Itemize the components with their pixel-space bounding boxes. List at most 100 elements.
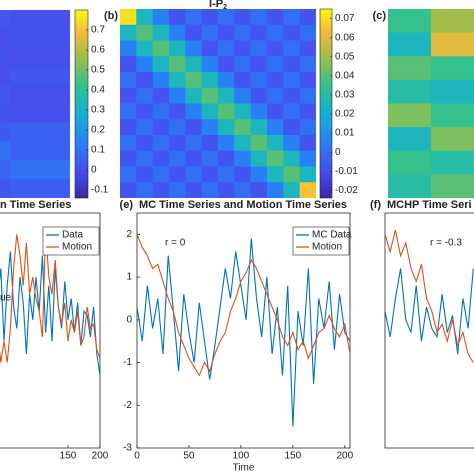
heatmap-cell (388, 150, 432, 175)
heatmap-cell (120, 150, 137, 167)
heatmap-cell (136, 40, 154, 57)
heatmap-cell (234, 72, 252, 89)
heatmap-cell (120, 182, 137, 198)
title-text: I-P (209, 0, 223, 10)
heatmap-cell (218, 87, 235, 104)
heatmap-cell (169, 182, 186, 198)
heatmap-cell (136, 166, 154, 183)
heatmap-cell (218, 24, 235, 41)
colorbar-tick-label: 0.03 (335, 90, 355, 101)
heatmap-cell (234, 150, 252, 167)
heatmap-cell (250, 87, 268, 104)
heatmap-cell (299, 40, 316, 57)
heatmap-cell (152, 9, 170, 26)
heatmap-cell (283, 182, 301, 198)
heatmap-cell (388, 32, 432, 57)
heatmap-cell (0, 10, 11, 30)
heatmap-cell (152, 24, 170, 41)
legend-label: Motion (62, 242, 92, 253)
heatmap-cell (250, 119, 268, 136)
heatmap-cell (201, 119, 219, 136)
heatmap-cell (0, 122, 11, 143)
heatmap-cell (0, 160, 11, 180)
heatmap-cell (136, 72, 154, 89)
heatmap-cell (218, 103, 235, 120)
heatmap-cell (185, 9, 203, 26)
heatmap-cell (431, 127, 474, 152)
heatmap-cell (185, 103, 203, 120)
heatmap-cell (283, 150, 301, 167)
plot-area (136, 212, 351, 449)
x-tick-label: 0 (134, 451, 140, 462)
heatmap-cell (120, 40, 137, 57)
legend-label: MC Data (312, 230, 352, 241)
colorbar-tick-label: 0.5 (91, 65, 105, 76)
colorbar-tick-label: 0.6 (91, 45, 105, 56)
heatmap-cell (250, 103, 268, 120)
heatmap-cell (234, 182, 252, 198)
colorbar-tick-label: 0.06 (335, 32, 355, 43)
colorbar (319, 8, 333, 199)
panel-label: (c) (373, 10, 387, 22)
heatmap-cell (136, 24, 154, 41)
chart-title: n Time Series (0, 199, 71, 211)
heatmap-cell (10, 85, 70, 105)
colorbar-tick-label: 0 (335, 147, 341, 158)
heatmap-cell (10, 122, 70, 143)
heatmap-cell (0, 66, 11, 86)
colorbar-tick-label: 0.2 (91, 125, 105, 136)
heatmap-cell (234, 24, 252, 41)
heatmap-cell (431, 103, 474, 128)
heatmap-cell (169, 87, 186, 104)
data-line (0, 251, 100, 376)
legend-box (292, 226, 350, 256)
colorbar-tick-label: 0.04 (335, 70, 355, 81)
heatmap-cell (234, 119, 252, 136)
heatmap-cell (152, 56, 170, 73)
heatmap-cell (152, 135, 170, 152)
heatmap-cell (283, 166, 301, 183)
heatmap-cell (283, 119, 301, 136)
heatmap-cell (0, 28, 11, 49)
heatmap-cell (283, 87, 301, 104)
heatmap-cell (218, 72, 235, 89)
chart-title: I-P2 (209, 0, 227, 11)
y-tick-label: -1 (123, 357, 132, 368)
heatmap-cell (0, 47, 11, 67)
heatmap-cell (185, 87, 203, 104)
heatmap-cell (185, 119, 203, 136)
heatmap-cell (120, 9, 137, 26)
heatmap (0, 10, 70, 198)
heatmap-cell (431, 150, 474, 175)
heatmap-cell (299, 9, 316, 26)
heatmap-cell (10, 160, 70, 180)
heatmap-cell (388, 79, 432, 104)
heatmap-cell (169, 166, 186, 183)
heatmap-cell (431, 174, 474, 198)
heatmap-cell (250, 135, 268, 152)
heatmap-cell (283, 9, 301, 26)
heatmap-cell (388, 9, 432, 34)
colorbar-tick-label: 0.02 (335, 109, 355, 120)
heatmap-cell (234, 135, 252, 152)
heatmap-cell (218, 135, 235, 152)
heatmap-cell (136, 87, 154, 104)
heatmap-cell (152, 150, 170, 167)
heatmap-cell (120, 24, 137, 41)
heatmap-cell (201, 24, 219, 41)
heatmap-cell (299, 150, 316, 167)
heatmap-cell (152, 119, 170, 136)
panel-label: (e) (120, 199, 134, 211)
heatmap-cell (267, 72, 284, 89)
heatmap-cell (169, 56, 186, 73)
heatmap-cell (201, 135, 219, 152)
heatmap-cell (120, 103, 137, 120)
panel-label: (b) (104, 10, 118, 22)
heatmap-cell (10, 104, 70, 124)
x-tick-label: 200 (336, 451, 353, 462)
heatmap-cell (388, 127, 432, 152)
heatmap-cell (10, 10, 70, 30)
colorbar-tick-label: -0.01 (335, 166, 358, 177)
heatmap-cell (299, 119, 316, 136)
heatmap-cell (431, 56, 474, 81)
